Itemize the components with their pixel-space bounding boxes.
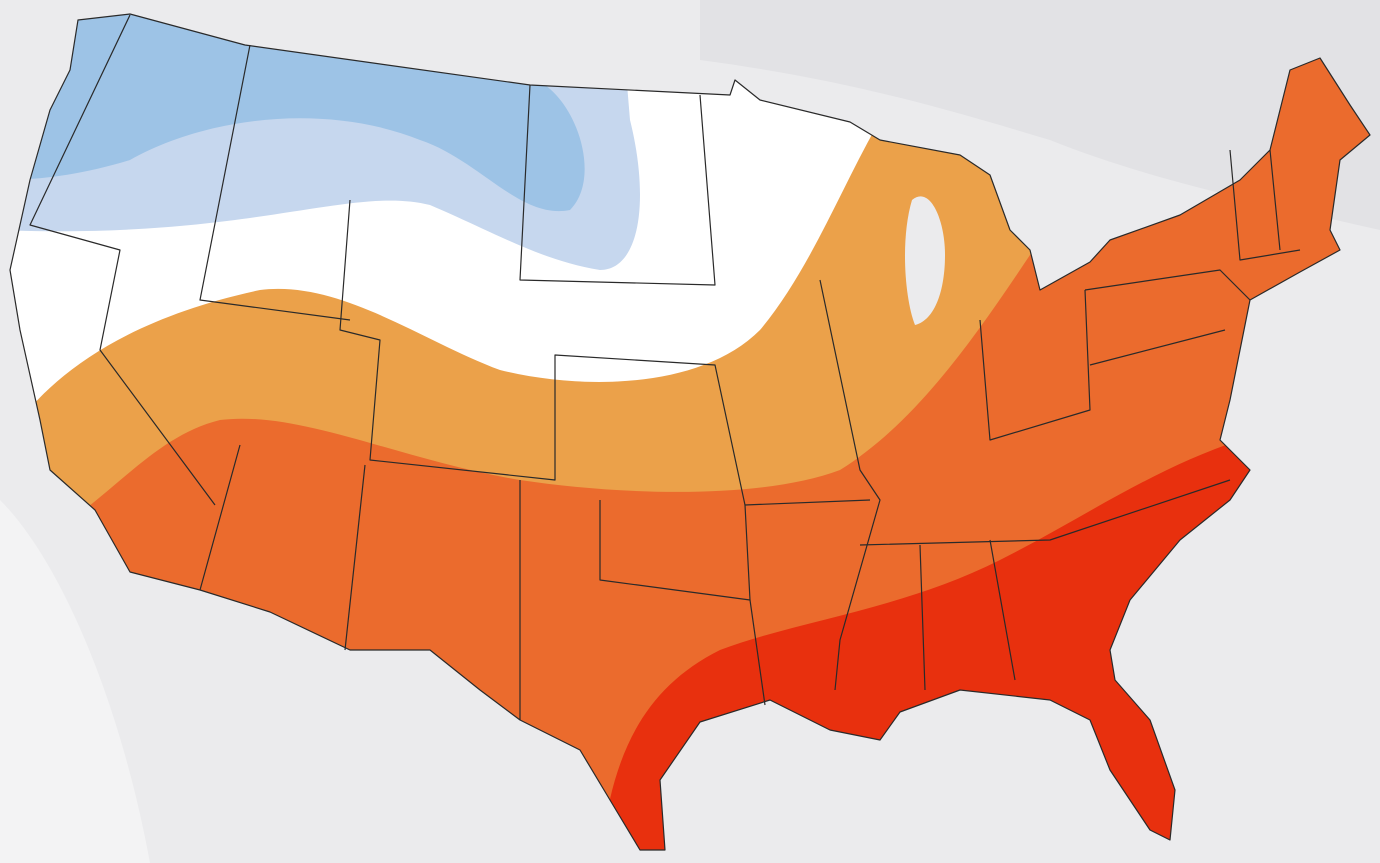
state-border bbox=[919, 539, 1016, 691]
lake-michigan bbox=[904, 196, 945, 325]
state-border bbox=[749, 599, 766, 706]
state-border bbox=[199, 444, 241, 591]
background-land bbox=[0, 500, 150, 863]
state-border bbox=[859, 479, 1231, 546]
state-borders bbox=[29, 14, 1301, 720]
state-border bbox=[29, 14, 216, 506]
state-border bbox=[819, 279, 881, 691]
state-border bbox=[519, 84, 716, 286]
state-border bbox=[1084, 269, 1251, 366]
state-border bbox=[979, 289, 1091, 441]
state-border bbox=[339, 199, 746, 506]
state-border bbox=[199, 44, 351, 321]
state-border bbox=[344, 464, 366, 651]
state-border bbox=[1229, 149, 1301, 261]
background-land bbox=[700, 0, 1380, 230]
